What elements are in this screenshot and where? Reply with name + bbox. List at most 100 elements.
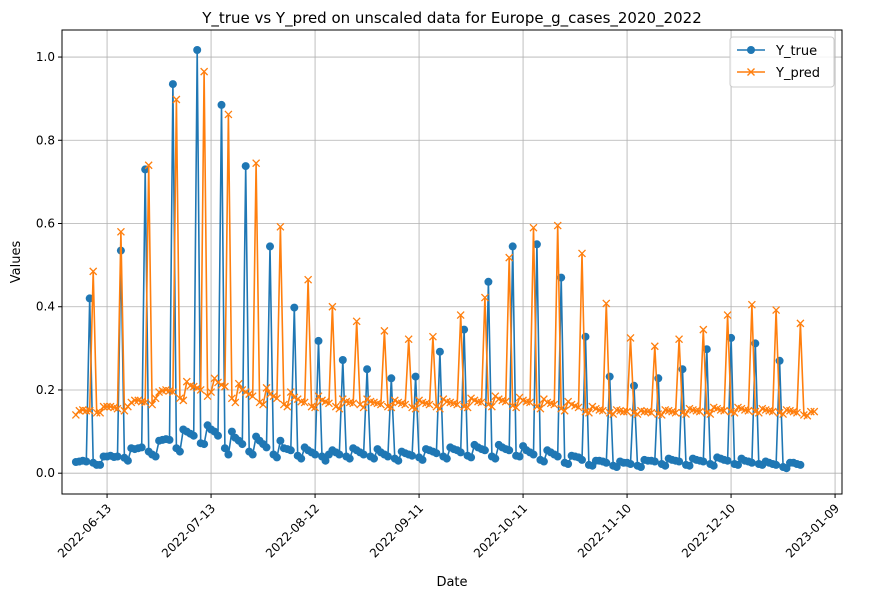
y-pred-point (720, 406, 729, 415)
y-true-point (137, 443, 146, 452)
y-pred-point (130, 396, 139, 405)
y-true-point (214, 431, 222, 440)
y-pred-point (657, 410, 666, 419)
y-true-point (383, 452, 392, 461)
y-pred-point (248, 392, 257, 401)
y-pred-point (363, 395, 372, 404)
y-true-point (96, 460, 105, 469)
y-true-point (394, 456, 403, 465)
y-pred-point (512, 403, 521, 412)
y-true-point (480, 446, 489, 455)
y-pred-point (671, 408, 680, 417)
y-true-point (605, 372, 614, 381)
y-pred-point (196, 386, 205, 394)
y-true-point (581, 332, 590, 341)
y-pred-point (311, 403, 320, 412)
y-pred-point (477, 398, 486, 407)
y-pred-point (453, 400, 462, 409)
y-true-point (775, 356, 784, 365)
grid (62, 30, 842, 494)
y-pred-point (747, 300, 756, 309)
x-tick-label: 2022-08-12 (263, 501, 322, 560)
y-pred-point (172, 95, 181, 104)
y-pred-point (168, 388, 177, 397)
y-true-point (411, 372, 420, 381)
y-true-point (276, 436, 285, 445)
x-tick-label: 2023-01-09 (783, 501, 842, 560)
y-pred-point (82, 406, 91, 415)
y-pred-point (214, 378, 222, 387)
y-true-point (723, 456, 732, 465)
y-true-point (262, 443, 271, 452)
y-true-point (675, 457, 684, 466)
y-pred-point (487, 402, 496, 411)
y-pred-point (501, 397, 510, 406)
y-pred-point (293, 395, 302, 404)
y-pred-point (259, 400, 268, 409)
y-pred-point (179, 396, 188, 405)
y-true-point (241, 162, 250, 171)
y-pred-point (276, 222, 285, 231)
y-true-point (224, 450, 233, 459)
x-tick-label: 2022-09-11 (367, 501, 426, 560)
y-pred-point (768, 407, 777, 416)
y-pred-point (456, 311, 465, 320)
y-pred-point (359, 403, 368, 412)
y-true-point (432, 449, 441, 458)
y-pred-point (286, 388, 295, 397)
plot-frame (61, 29, 843, 495)
y-pred-point (650, 342, 659, 351)
y-true-point (248, 450, 257, 459)
y-pred-point (411, 404, 420, 413)
x-tick-label: 2022-11-10 (575, 501, 634, 560)
y-true-point (338, 356, 347, 364)
y-tick-label: 0.4 (36, 300, 55, 314)
y-tick-label: 0.6 (36, 217, 55, 231)
y-true-point (650, 457, 659, 466)
y-pred-point (148, 400, 157, 409)
y-pred-point (574, 403, 583, 412)
y-true-point (123, 456, 132, 465)
y-pred-point (262, 383, 271, 392)
y-true-point (796, 460, 805, 469)
y-true-point (82, 457, 91, 466)
y-pred-point (144, 161, 153, 170)
y-pred-point (141, 398, 150, 407)
y-pred-point (335, 404, 344, 413)
y-true-point (435, 347, 444, 356)
y-pred-point (328, 302, 337, 311)
y-pred-point (283, 402, 292, 411)
y-true-point (227, 427, 236, 436)
y-pred-point (89, 267, 98, 276)
y-true-point (220, 444, 229, 453)
y-pred-point (647, 408, 656, 417)
y-true-line (75, 49, 801, 470)
y-true-point (363, 365, 372, 374)
y-pred-point (772, 306, 781, 315)
y-pred-point (231, 398, 240, 407)
y-pred-point (425, 400, 434, 409)
y-pred-point (463, 403, 472, 412)
y-pred-point (272, 394, 281, 403)
y-pred-point (682, 410, 690, 419)
y-pred-point (220, 382, 229, 391)
y-pred-point (349, 399, 358, 408)
y-true-point (151, 452, 160, 461)
x-tick-label: 2022-07-13 (159, 501, 218, 560)
y-true-point (286, 446, 295, 455)
y-true-point (484, 277, 493, 286)
y-pred-point (439, 395, 448, 404)
y-true-point (408, 451, 417, 460)
y-pred-point (99, 402, 108, 411)
y-true-point (321, 456, 330, 465)
y-tick-label: 0.2 (36, 383, 55, 397)
y-pred-point (435, 404, 444, 413)
y-true-point (685, 461, 694, 470)
y-true-point (734, 460, 742, 469)
y-pred-point (550, 400, 559, 409)
legend-y-true-label: Y_true (775, 44, 817, 59)
legend-y-true-marker (747, 46, 755, 54)
y-pred-point (103, 402, 112, 411)
y-pred-point (207, 388, 216, 397)
y-pred-point (796, 319, 805, 328)
